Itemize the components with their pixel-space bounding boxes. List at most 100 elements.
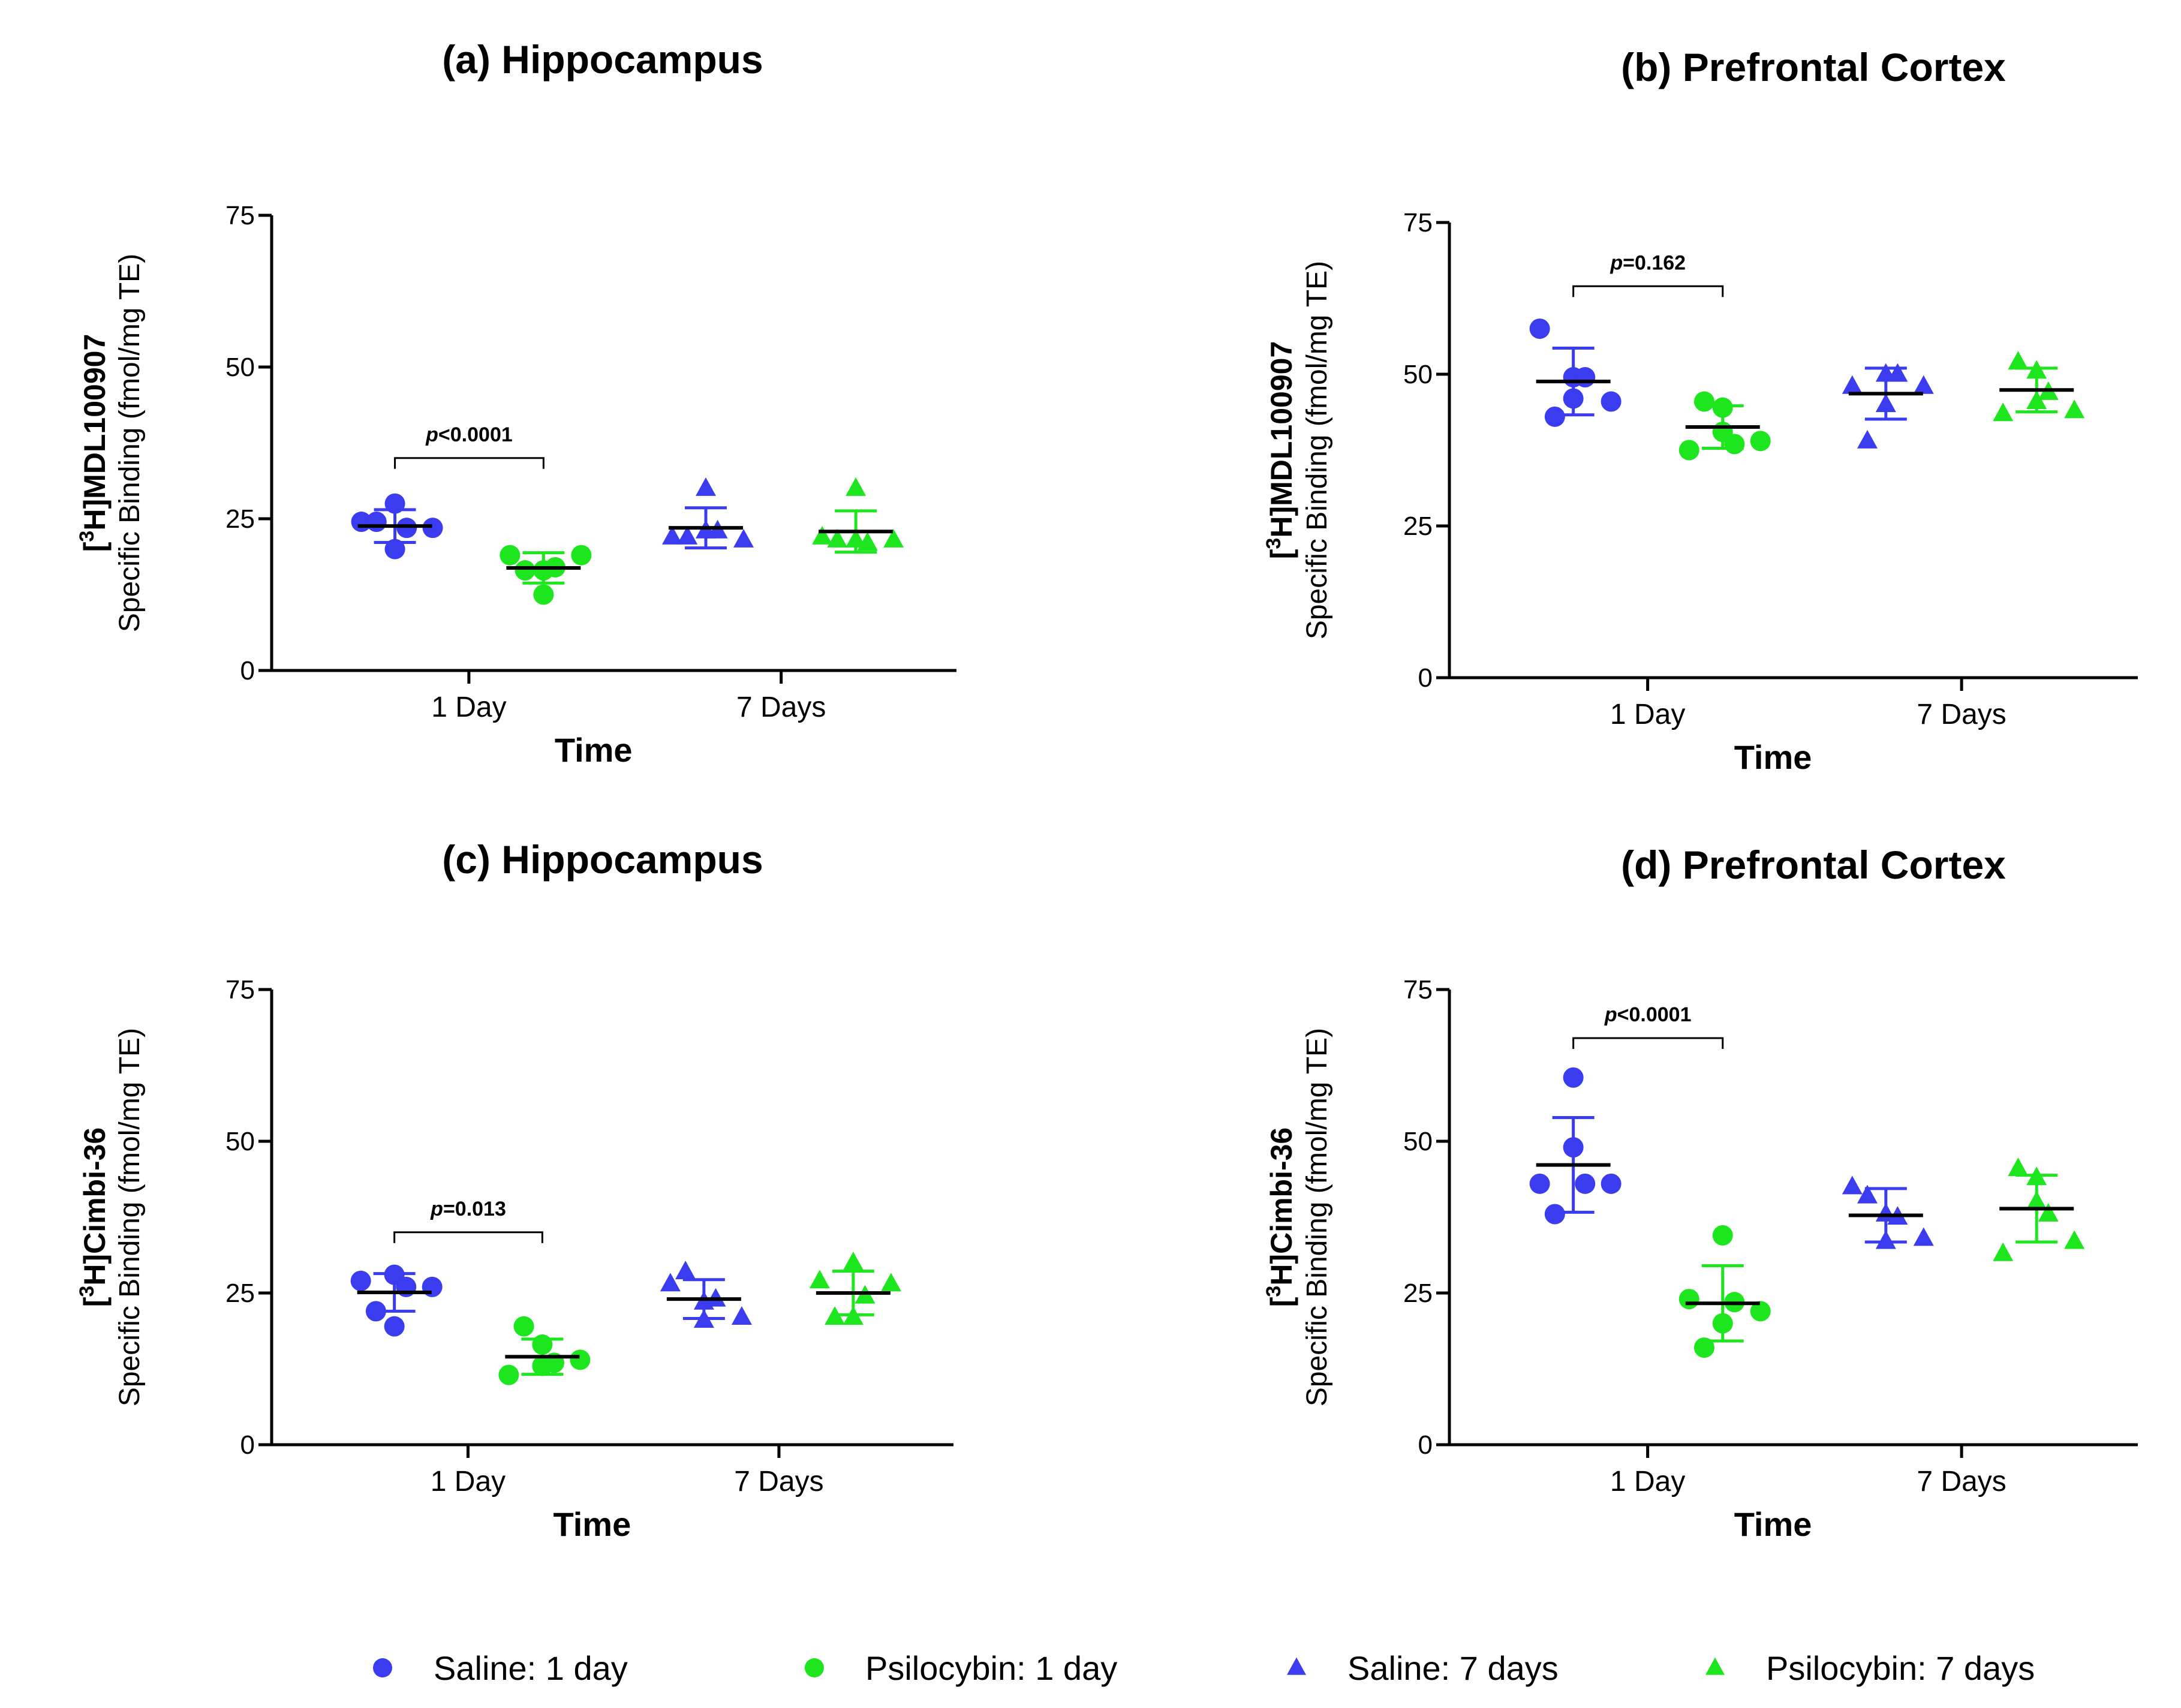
- x-tick-label: 7 Days: [1917, 1466, 2006, 1497]
- data-point: [2064, 399, 2085, 419]
- x-axis-label: Time: [555, 731, 633, 769]
- data-point: [532, 1334, 553, 1355]
- data-point: [696, 477, 716, 496]
- data-point: [843, 1306, 864, 1325]
- data-point: [500, 545, 521, 566]
- legend-triangle-marker: [1287, 1657, 1306, 1675]
- group-psilocybin-7-days: [1993, 1157, 2085, 1261]
- data-point: [809, 1270, 830, 1289]
- chart-panel-c: (c) Hippocampus [3H]Cimbi-36 Specific Bind…: [76, 837, 953, 1543]
- data-point: [1913, 1227, 1934, 1246]
- data-point: [883, 529, 904, 548]
- group-psilocybin-7-days: [809, 1252, 901, 1325]
- panel-title: (c) Hippocampus: [442, 837, 763, 882]
- data-point: [1842, 1175, 1863, 1195]
- p-value-label: p<0.0001: [425, 423, 513, 446]
- x-axis-label: Time: [1734, 1505, 1812, 1543]
- p-value-label: p=0.013: [430, 1198, 506, 1220]
- legend-triangle-marker: [1705, 1657, 1725, 1675]
- data-point: [1529, 318, 1550, 339]
- data-point: [2026, 1166, 2047, 1186]
- data-point: [422, 518, 443, 539]
- data-point: [384, 493, 405, 514]
- legend-item: Saline: 7 days: [1287, 1649, 1559, 1687]
- data-point: [2008, 351, 2029, 370]
- group-saline-7-days: [660, 1261, 752, 1328]
- y-tick-label: 0: [240, 1430, 255, 1460]
- legend-item: Saline: 1 day: [373, 1649, 628, 1687]
- data-point: [384, 1316, 405, 1337]
- y-tick-label: 0: [1418, 663, 1433, 693]
- significance-bracket: [1572, 285, 1724, 297]
- y-tick-label: 75: [1403, 975, 1433, 1005]
- data-point: [2026, 390, 2047, 409]
- data-point: [825, 1306, 846, 1325]
- data-point: [1693, 391, 1714, 412]
- data-point: [1601, 391, 1622, 412]
- y-tick-label: 50: [1403, 360, 1433, 389]
- data-point: [675, 1261, 696, 1280]
- panel-title: (b) Prefrontal Cortex: [1621, 45, 2006, 89]
- y-axis-radioligand-label: [3H]MDL100907: [76, 334, 112, 552]
- data-point: [1678, 440, 1699, 461]
- x-tick-label: 1 Day: [1610, 699, 1685, 730]
- y-axis-radioligand-label: [3H]Cimbi-36: [1262, 1127, 1298, 1307]
- data-point: [1857, 1184, 1878, 1204]
- p-value-label: p<0.0001: [1604, 1003, 1692, 1026]
- data-point: [396, 518, 417, 539]
- legend-label: Psilocybin: 7 days: [1766, 1649, 2035, 1687]
- x-axis-label: Time: [553, 1505, 631, 1543]
- y-axis-radioligand-label: [3H]MDL100907: [1262, 341, 1298, 559]
- data-point: [1993, 1242, 2014, 1261]
- panel-title: (d) Prefrontal Cortex: [1621, 843, 2006, 887]
- data-point: [1563, 388, 1584, 409]
- data-point: [846, 529, 867, 548]
- data-point: [731, 1306, 752, 1325]
- data-point: [1712, 1313, 1733, 1334]
- x-tick-label: 1 Day: [1610, 1466, 1685, 1497]
- y-axis-radioligand-label: [3H]Cimbi-36: [76, 1127, 112, 1307]
- legend-label: Saline: 7 days: [1347, 1649, 1559, 1687]
- data-point: [1529, 1173, 1550, 1194]
- legend-label: Psilocybin: 1 day: [865, 1649, 1117, 1687]
- y-tick-label: 75: [1403, 208, 1433, 237]
- x-tick-label: 7 Days: [736, 691, 826, 723]
- data-point: [515, 560, 536, 581]
- data-point: [1575, 367, 1596, 388]
- group-saline-1-day: [351, 493, 443, 560]
- y-tick-label: 0: [240, 656, 255, 685]
- data-point: [827, 529, 848, 548]
- group-psilocybin-7-days: [1993, 351, 2085, 422]
- chart-panel-a: (a) Hippocampus [3H]MDL100907 Specific Bin…: [76, 37, 956, 769]
- data-point: [857, 532, 878, 551]
- group-psilocybin-1-day: [500, 545, 592, 605]
- data-point: [2038, 1203, 2059, 1222]
- data-point: [1875, 1230, 1896, 1249]
- y-tick-label: 50: [1403, 1127, 1433, 1156]
- data-point: [1693, 1337, 1714, 1358]
- y-tick-label: 25: [1403, 1279, 1433, 1308]
- data-point: [812, 525, 833, 545]
- legend: Saline: 1 day Psilocybin: 1 day Saline: 7 …: [373, 1649, 2035, 1687]
- y-tick-label: 0: [1418, 1430, 1433, 1460]
- data-point: [1750, 431, 1771, 452]
- group-saline-7-days: [662, 477, 754, 550]
- data-point: [733, 529, 754, 548]
- data-point: [1750, 1301, 1771, 1322]
- x-tick-label: 7 Days: [734, 1466, 823, 1497]
- group-saline-7-days: [1842, 363, 1934, 449]
- y-tick-label: 25: [225, 504, 255, 534]
- data-point: [677, 525, 698, 545]
- significance-bracket: [393, 1231, 543, 1243]
- data-point: [571, 545, 592, 566]
- data-point: [366, 512, 387, 533]
- data-point: [660, 1273, 681, 1292]
- data-point: [384, 539, 405, 560]
- group-saline-1-day: [1529, 318, 1622, 427]
- data-point: [2026, 1190, 2047, 1210]
- group-psilocybin-1-day: [1678, 391, 1771, 461]
- legend-circle-marker: [373, 1658, 392, 1677]
- data-point: [1544, 406, 1565, 427]
- data-point: [2064, 1230, 2085, 1249]
